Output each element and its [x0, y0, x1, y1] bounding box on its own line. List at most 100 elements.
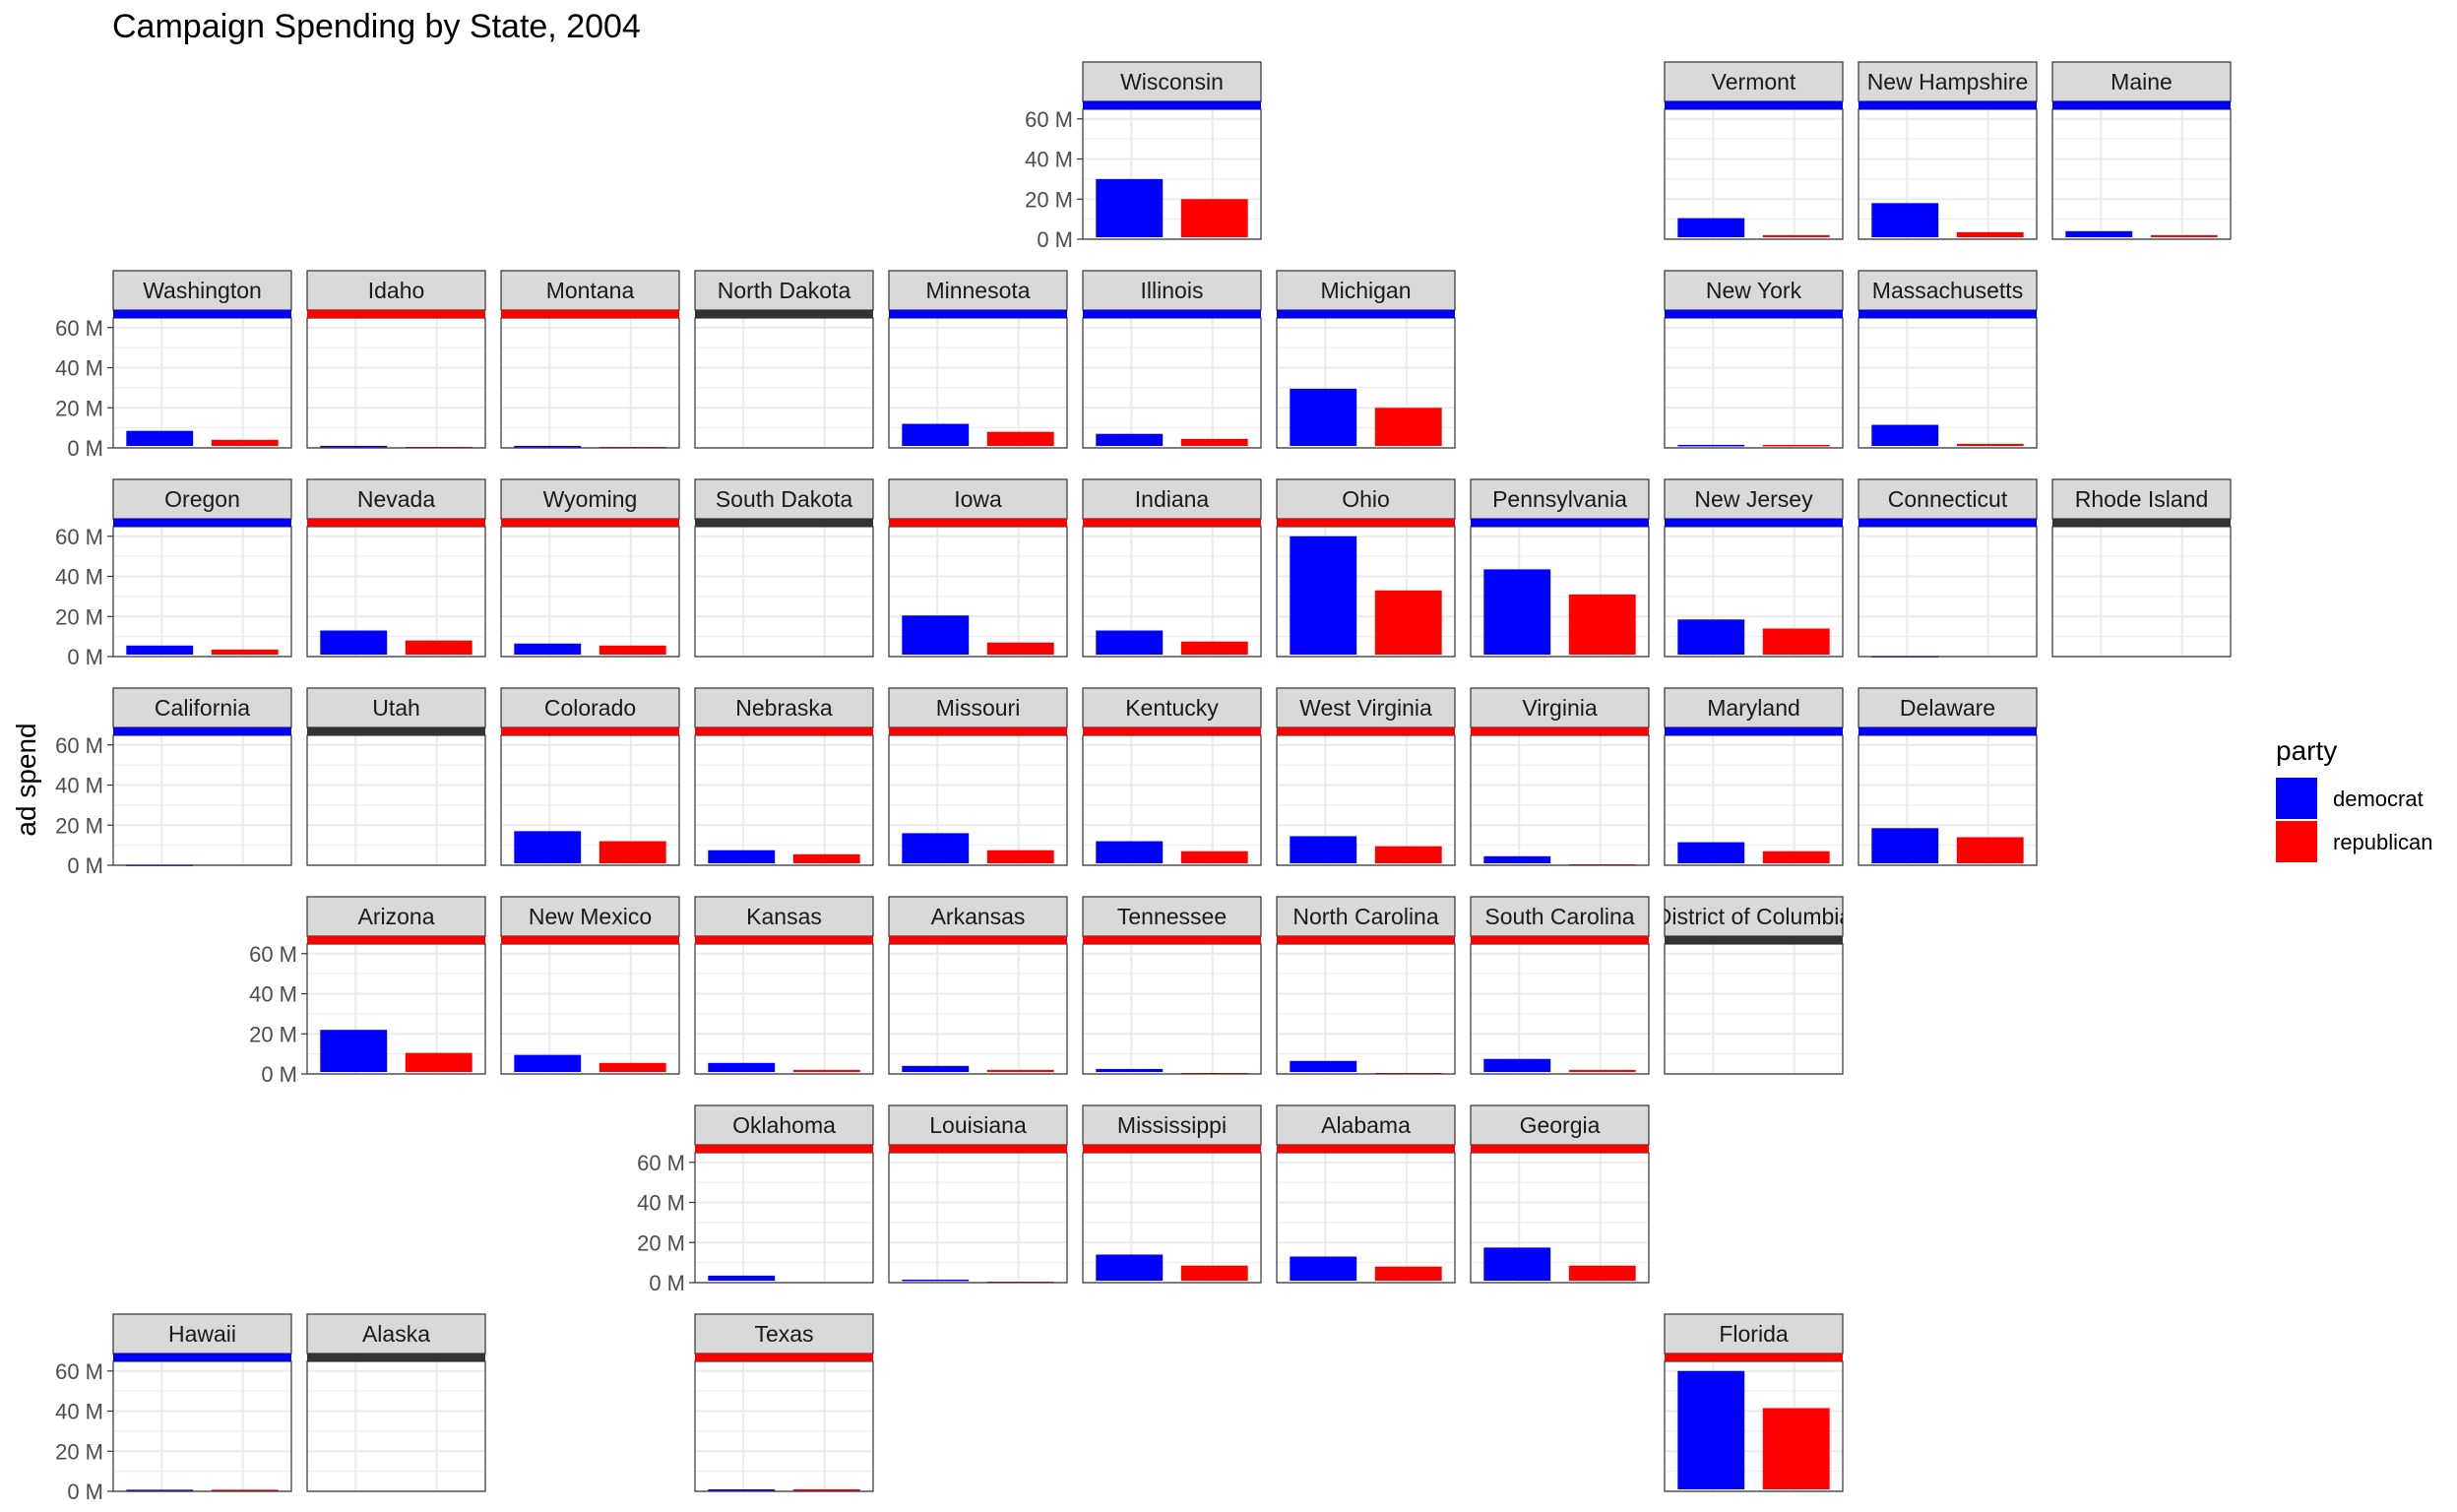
strip-label: Washington	[143, 278, 262, 303]
panel-background	[501, 527, 679, 657]
panel-utah: Utah	[306, 687, 486, 866]
strip-background	[694, 1313, 874, 1354]
panel-background	[307, 1361, 485, 1491]
strip-label: Idaho	[368, 278, 425, 303]
panel-district-of-columbia: District of Columbia	[1664, 896, 1844, 1075]
winner-band	[113, 1354, 291, 1361]
panel-new-york: New York	[1664, 270, 1844, 449]
winner-band	[1083, 519, 1261, 527]
winner-band	[1665, 310, 1843, 318]
panel-massachusetts: Massachusetts	[1858, 270, 2038, 449]
winner-band	[501, 936, 679, 944]
panel-rhode-island: Rhode Island	[2051, 478, 2232, 658]
bar-democrat	[1871, 828, 1939, 863]
strip-label: Kentucky	[1125, 695, 1219, 721]
panel-background	[113, 1361, 291, 1491]
strip-label: New Mexico	[529, 904, 652, 929]
strip-background	[888, 1104, 1068, 1146]
y-tick-label: 60 M	[55, 733, 103, 758]
y-tick-label: 40 M	[55, 774, 103, 798]
strip-label: New York	[1706, 278, 1802, 303]
bar-democrat	[1677, 619, 1745, 655]
strip-background	[112, 1313, 292, 1354]
winner-band	[2052, 101, 2231, 109]
strip-background	[112, 478, 292, 520]
y-tick-label: 20 M	[55, 1439, 103, 1464]
bar-republican	[1180, 438, 1248, 446]
bar-republican	[405, 1052, 472, 1072]
winner-band	[889, 310, 1067, 318]
bar-republican	[1374, 590, 1442, 655]
y-tick-label: 0 M	[1037, 227, 1073, 252]
y-tick-label: 0 M	[649, 1271, 685, 1295]
strip-label: Oregon	[164, 486, 240, 512]
strip-background	[2051, 478, 2232, 520]
strip-background	[888, 687, 1068, 728]
legend-entries: democrat republican	[2276, 778, 2433, 862]
winner-band	[1083, 936, 1261, 944]
winner-band	[1277, 936, 1455, 944]
winner-band	[695, 310, 873, 318]
winner-band	[1277, 310, 1455, 318]
strip-label: Colorado	[544, 695, 636, 721]
panel-background	[113, 318, 291, 448]
bar-republican	[1180, 1265, 1248, 1281]
bar-republican	[2150, 234, 2218, 237]
winner-band	[113, 727, 291, 735]
bar-democrat	[902, 1065, 970, 1072]
strip-label: Iowa	[954, 486, 1002, 512]
panel-background	[1083, 318, 1261, 448]
panel-michigan: Michigan	[1276, 270, 1456, 449]
y-tick-label: 40 M	[249, 982, 297, 1007]
panel-background	[889, 944, 1067, 1074]
bar-democrat	[1483, 855, 1551, 863]
winner-band	[113, 519, 291, 527]
strip-label: Utah	[372, 695, 420, 721]
bar-democrat	[514, 1054, 582, 1072]
y-axis-title: ad spend	[11, 723, 41, 836]
bar-republican	[1762, 444, 1830, 447]
bar-democrat	[126, 430, 194, 446]
bar-democrat	[1290, 536, 1357, 655]
strip-label: Michigan	[1320, 278, 1411, 303]
panel-arizona: Arizona 0 M 20 M 40 M 60 M	[249, 896, 486, 1087]
bar-republican	[986, 850, 1054, 863]
panel-mississippi: Mississippi	[1082, 1104, 1262, 1284]
panel-background	[1471, 944, 1649, 1074]
strip-label: South Carolina	[1484, 904, 1634, 929]
y-tick-label: 0 M	[261, 1062, 297, 1087]
bar-democrat	[902, 423, 970, 446]
y-tick-label: 40 M	[637, 1191, 685, 1216]
winner-band	[1471, 936, 1649, 944]
strip-label: New Jersey	[1694, 486, 1813, 512]
strip-background	[694, 478, 874, 520]
strip-label: Hawaii	[168, 1321, 236, 1347]
bar-democrat	[902, 615, 970, 655]
bar-democrat	[1483, 1247, 1551, 1281]
strip-background	[1082, 1104, 1262, 1146]
bar-democrat	[1096, 630, 1164, 655]
y-tick-label: 0 M	[67, 853, 103, 878]
panel-background	[113, 735, 291, 865]
bar-republican	[1180, 850, 1248, 863]
bar-republican	[792, 853, 860, 863]
bar-democrat	[1677, 218, 1745, 237]
y-tick-label: 40 M	[55, 356, 103, 381]
strip-background	[1664, 687, 1844, 728]
bar-democrat	[708, 850, 776, 863]
bar-republican	[598, 1062, 666, 1072]
bar-democrat	[320, 1030, 388, 1072]
winner-band	[1471, 727, 1649, 735]
winner-band	[1277, 1145, 1455, 1153]
strip-label: Virginia	[1522, 695, 1597, 721]
bar-democrat	[1096, 433, 1164, 446]
panel-west-virginia: West Virginia	[1276, 687, 1456, 866]
bar-republican	[1568, 1069, 1636, 1072]
panel-background	[695, 527, 873, 657]
panel-pennsylvania: Pennsylvania	[1470, 478, 1650, 658]
panel-south-dakota: South Dakota	[694, 478, 874, 658]
strip-background	[1082, 687, 1262, 728]
panel-texas: Texas	[694, 1313, 874, 1492]
winner-band	[889, 936, 1067, 944]
strip-background	[694, 687, 874, 728]
